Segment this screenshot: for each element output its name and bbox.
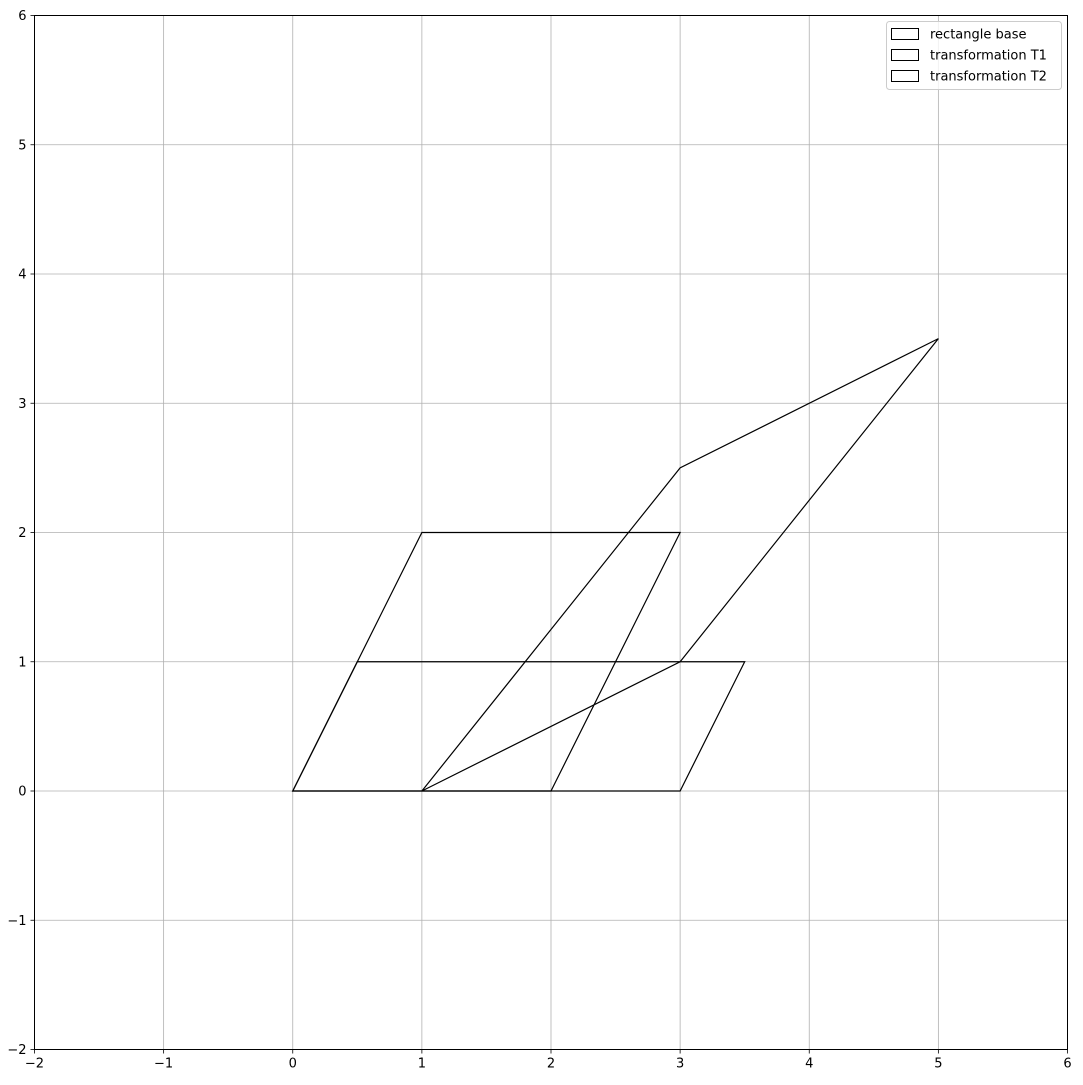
x-tick-label: 1 [418,1057,426,1072]
x-tick-label: −2 [25,1057,44,1072]
y-tick-label: 0 [18,785,26,800]
x-tick-label: 0 [289,1057,297,1072]
legend-label: transformation T2 [930,70,1047,85]
legend-box [886,21,1062,90]
y-tick-label: 3 [18,397,26,412]
legend-swatch [891,28,919,40]
x-tick-label: 2 [547,1057,555,1072]
x-tick-label: 4 [805,1057,813,1072]
legend-swatch [891,49,919,61]
y-tick-label: 1 [18,655,26,670]
axis-ticks: −2 −1 0 1 2 3 4 5 6 −2 −1 0 1 2 3 4 5 6 [7,9,1071,1072]
legend-label: transformation T1 [930,49,1047,64]
x-tick-label: 3 [676,1057,684,1072]
series-polygon-3 [421,338,939,792]
series-polygon-2 [291,531,682,792]
legend: rectangle base transformation T1 transform… [886,21,1062,90]
x-tick-label: −1 [154,1057,173,1072]
x-tick-label: 5 [934,1057,942,1072]
y-tick-label: 6 [18,9,26,24]
y-tick-label: 5 [18,138,26,153]
y-tick-label: −1 [7,914,26,929]
y-tick-label: 2 [18,526,26,541]
y-tick-label: −2 [7,1043,26,1058]
x-tick-label: 6 [1063,1057,1071,1072]
legend-swatch [891,70,919,82]
plot-shapes [291,338,939,792]
y-tick-label: 4 [18,268,26,283]
legend-label: rectangle base [930,28,1027,43]
